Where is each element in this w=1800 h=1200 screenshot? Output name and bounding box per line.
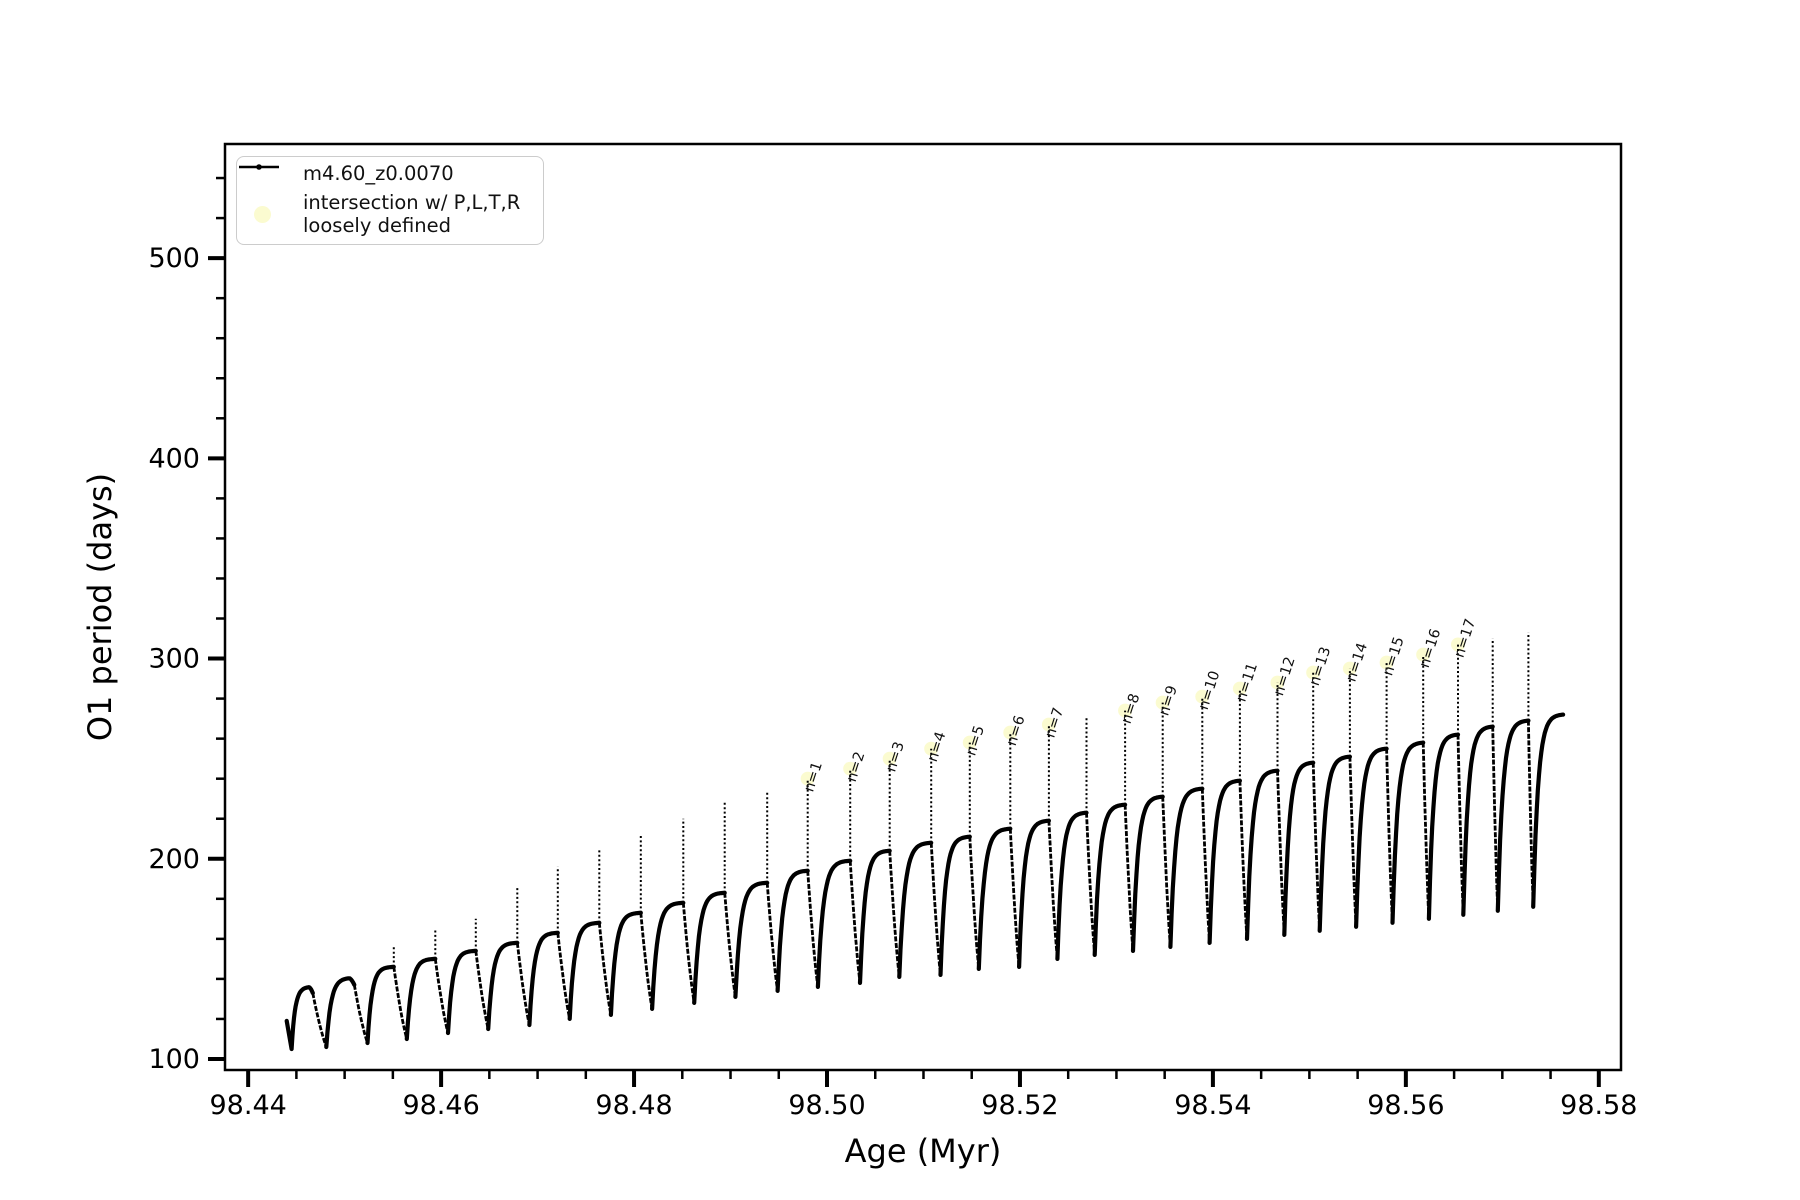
intersection-marker: [1306, 665, 1321, 680]
n-annotation: n=7: [1042, 706, 1067, 740]
n-annotation: n=8: [1119, 692, 1144, 726]
intersection-marker: [843, 761, 858, 776]
legend-intersection-circle-icon: [247, 205, 303, 223]
legend-intersection-line2: loosely defined: [303, 214, 451, 237]
y-tick-label: 200: [148, 844, 200, 875]
legend-item-intersection: intersection w/ P,L,T,R loosely defined: [247, 191, 535, 237]
n-annotation: n=2: [844, 750, 869, 784]
x-tick-label: 98.44: [210, 1090, 287, 1121]
n-annotation: n=1: [801, 760, 826, 794]
intersection-marker: [1416, 647, 1431, 662]
intersection-marker: [882, 751, 897, 766]
x-axis-title: Age (Myr): [844, 1132, 1002, 1170]
y-axis-title: O1 period (days): [81, 472, 119, 742]
intersection-marker: [1195, 689, 1210, 704]
x-tick-label: 98.50: [788, 1090, 865, 1121]
y-tick-label: 100: [148, 1044, 200, 1075]
n-annotation: n=5: [963, 724, 988, 758]
n-annotation: n=3: [883, 740, 908, 774]
pulsation-spike-path: [392, 632, 1530, 967]
x-tick-label: 98.58: [1560, 1090, 1637, 1121]
y-tick-label: 300: [148, 644, 200, 675]
legend-item-series: m4.60_z0.0070: [239, 162, 535, 185]
legend-intersection-label: intersection w/ P,L,T,R loosely defined: [303, 191, 535, 237]
x-tick-label: 98.54: [1174, 1090, 1251, 1121]
legend-series-label: m4.60_z0.0070: [303, 162, 454, 185]
x-tick-label: 98.52: [981, 1090, 1058, 1121]
x-tick-label: 98.56: [1367, 1090, 1444, 1121]
series-curve: [284, 712, 1566, 1052]
y-tick-label: 400: [148, 443, 200, 474]
legend: m4.60_z0.0070 intersection w/ P,L,T,R lo…: [236, 156, 544, 245]
n-annotation: n=4: [925, 730, 950, 764]
y-tick-label: 500: [148, 243, 200, 274]
n-annotation: n=6: [1004, 714, 1029, 748]
intersection-marker: [1232, 681, 1247, 696]
intersection-marker: [1379, 655, 1394, 670]
intersection-marker: [1451, 637, 1465, 652]
legend-intersection-line1: intersection w/ P,L,T,R: [303, 191, 521, 214]
intersection-marker: [1003, 725, 1018, 740]
intersection-marker: [800, 771, 815, 786]
series-drop-path: [311, 720, 1535, 1048]
x-tick-label: 98.46: [402, 1090, 479, 1121]
x-tick-label: 98.48: [595, 1090, 672, 1121]
n-annotation: n=9: [1156, 684, 1181, 718]
intersection-marker: [1041, 717, 1056, 732]
